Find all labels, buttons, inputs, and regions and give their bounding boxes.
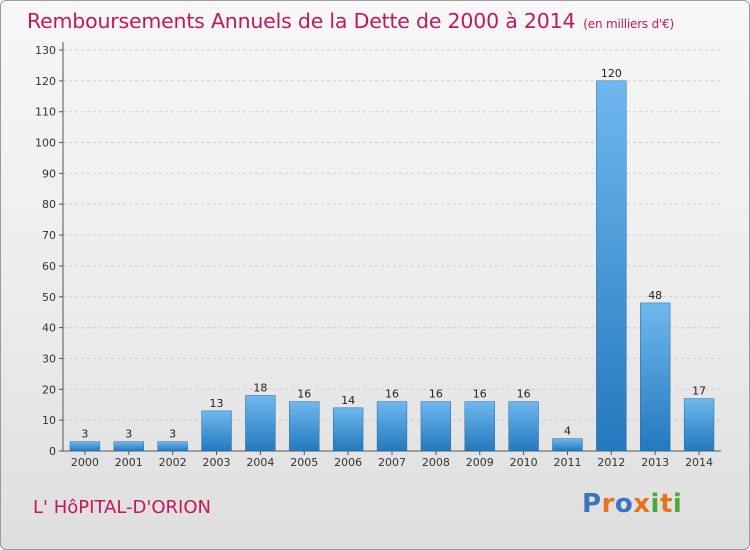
bar[interactable] — [508, 401, 539, 452]
y-tick-label: 50 — [42, 291, 56, 304]
y-tick-label: 80 — [42, 198, 56, 211]
bar[interactable] — [640, 302, 671, 452]
y-tick-label: 70 — [42, 229, 56, 242]
y-tick-label: 20 — [42, 383, 56, 396]
proxiti-logo[interactable]: Proxiti — [582, 489, 683, 519]
bar[interactable] — [464, 401, 495, 452]
data-label: 3 — [81, 428, 88, 441]
data-label: 3 — [169, 428, 176, 441]
data-label: 4 — [564, 425, 571, 438]
x-tick-label: 2013 — [641, 456, 669, 469]
bar[interactable] — [69, 441, 101, 452]
data-label: 48 — [648, 289, 662, 302]
x-tick-label: 2003 — [203, 456, 231, 469]
data-label: 17 — [692, 385, 706, 398]
data-labels: 3 3 3 13 18 16 14 16 16 16 16 4 120 48 17 — [81, 67, 706, 441]
bar[interactable] — [113, 441, 144, 452]
y-tick-label: 40 — [42, 322, 56, 335]
x-tick-label: 2008 — [422, 456, 450, 469]
data-label: 16 — [517, 388, 531, 401]
axes: 0 10 20 30 40 50 60 70 80 90 100 110 120 130 2000 2001 2… — [35, 42, 721, 469]
y-tick-label: 90 — [42, 167, 56, 180]
data-label: 16 — [473, 388, 487, 401]
x-tick-label: 2005 — [290, 456, 318, 469]
bar[interactable] — [332, 407, 364, 452]
chart-title: Remboursements Annuels de la Dette de 20… — [27, 9, 674, 33]
data-label: 14 — [341, 394, 355, 407]
y-tick-label: 30 — [42, 352, 56, 365]
town-name: L' HôPITAL-D'ORION — [33, 497, 211, 518]
x-tick-label: 2004 — [246, 456, 274, 469]
bar[interactable] — [552, 438, 583, 452]
x-tick-label: 2002 — [159, 456, 187, 469]
data-label: 120 — [601, 67, 622, 80]
x-tick-label: 2011 — [553, 456, 581, 469]
x-tick-label: 2010 — [510, 456, 538, 469]
x-tick-label: 2007 — [378, 456, 406, 469]
y-tick-label: 10 — [42, 414, 56, 427]
x-tick-label: 2006 — [334, 456, 362, 469]
bar[interactable] — [376, 401, 408, 452]
title-text: Remboursements Annuels de la Dette de 20… — [27, 9, 576, 33]
y-tick-label: 0 — [49, 445, 56, 458]
bar[interactable] — [683, 398, 715, 452]
y-tick-label: 60 — [42, 260, 56, 273]
x-tick-label: 2001 — [115, 456, 143, 469]
x-tick-label: 2000 — [71, 456, 99, 469]
y-tick-label: 120 — [35, 75, 56, 88]
bar[interactable] — [157, 441, 188, 452]
y-tick-label: 100 — [35, 137, 56, 150]
bar[interactable] — [420, 401, 452, 452]
data-label: 16 — [385, 388, 399, 401]
data-label: 3 — [125, 428, 132, 441]
y-tick-label: 130 — [35, 44, 56, 57]
bar[interactable] — [201, 410, 232, 452]
y-tick-label: 110 — [35, 106, 56, 119]
unit-label: (en milliers d'€) — [583, 17, 675, 31]
x-tick-label: 2012 — [597, 456, 625, 469]
data-label: 16 — [297, 388, 311, 401]
bar[interactable] — [245, 395, 276, 452]
bars — [69, 80, 715, 452]
data-label: 13 — [210, 397, 224, 410]
x-tick-label: 2014 — [685, 456, 713, 469]
bar[interactable] — [289, 401, 320, 452]
data-label: 18 — [253, 381, 267, 394]
data-label: 16 — [429, 388, 443, 401]
bar[interactable] — [596, 80, 627, 452]
x-tick-label: 2009 — [466, 456, 494, 469]
